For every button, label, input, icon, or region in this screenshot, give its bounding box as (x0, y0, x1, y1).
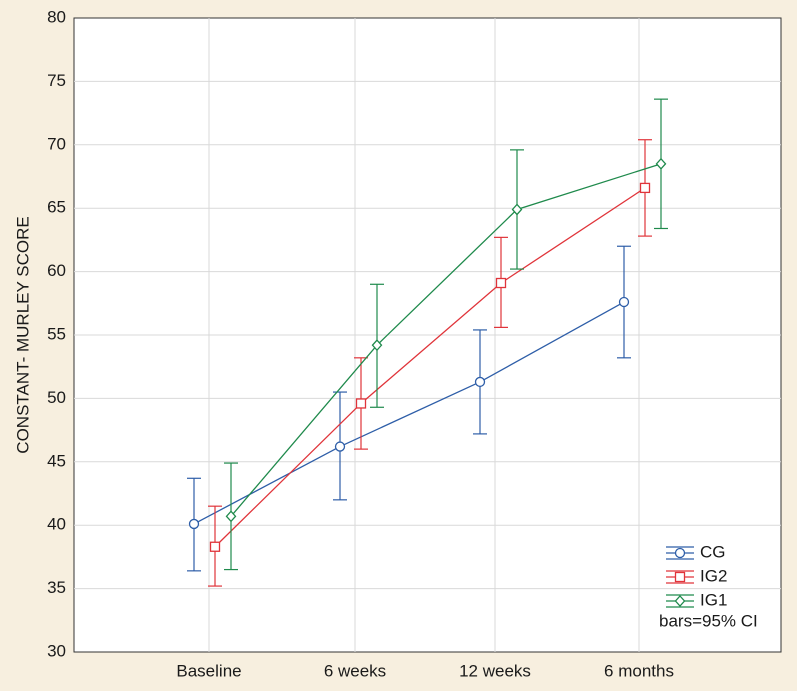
data-point-ig2 (495, 277, 507, 289)
data-point-cg (334, 441, 346, 452)
y-tick-label: 80 (47, 7, 66, 26)
data-point-ig2 (355, 398, 367, 409)
y-tick-label: 30 (47, 641, 66, 660)
series-ig1 (224, 98, 668, 571)
data-point-ig2 (639, 182, 651, 194)
x-tick-label: 12 weeks (459, 661, 531, 680)
x-tick-label: 6 weeks (324, 661, 386, 680)
series-line-ig1 (230, 163, 662, 517)
legend-label-ig2: IG2 (700, 566, 727, 585)
y-axis-label: CONSTANT- MURLEY SCORE (13, 216, 32, 453)
y-tick-label: 35 (47, 578, 66, 597)
x-tick-label: 6 months (604, 661, 674, 680)
legend-note: bars=95% CI (659, 611, 758, 630)
data-point-cg (618, 296, 630, 308)
legend-marker-ig1 (674, 595, 686, 607)
y-axis-ticks: 30 35 40 45 50 55 60 65 70 75 80 (47, 7, 66, 660)
y-tick-label: 45 (47, 451, 66, 470)
legend-label-cg: CG (700, 542, 726, 561)
series-ig2 (208, 139, 652, 587)
data-point-ig1 (371, 339, 383, 352)
data-point-ig1 (225, 510, 237, 523)
data-point-ig2 (209, 541, 221, 552)
y-tick-label: 60 (47, 261, 66, 280)
legend-marker-cg (674, 547, 686, 559)
legend-label-ig1: IG1 (700, 590, 727, 609)
x-axis-ticks: Baseline 6 weeks 12 weeks 6 months (176, 661, 674, 680)
y-tick-label: 75 (47, 71, 66, 90)
series-cg (187, 245, 631, 572)
data-point-ig1 (655, 157, 667, 170)
x-tick-label: Baseline (176, 661, 241, 680)
y-tick-label: 40 (47, 515, 66, 534)
data-point-cg (188, 518, 200, 530)
y-tick-label: 50 (47, 388, 66, 407)
y-tick-label: 55 (47, 324, 66, 343)
series-line-cg (193, 301, 625, 525)
data-point-ig1 (511, 203, 523, 216)
legend: CG IG2 IG1 bars=95% CI (659, 542, 758, 630)
y-tick-label: 70 (47, 134, 66, 153)
series-group (187, 98, 668, 587)
legend-marker-ig2 (674, 571, 686, 583)
series-line-ig2 (214, 187, 646, 548)
data-point-cg (474, 376, 486, 388)
y-tick-label: 65 (47, 198, 66, 217)
